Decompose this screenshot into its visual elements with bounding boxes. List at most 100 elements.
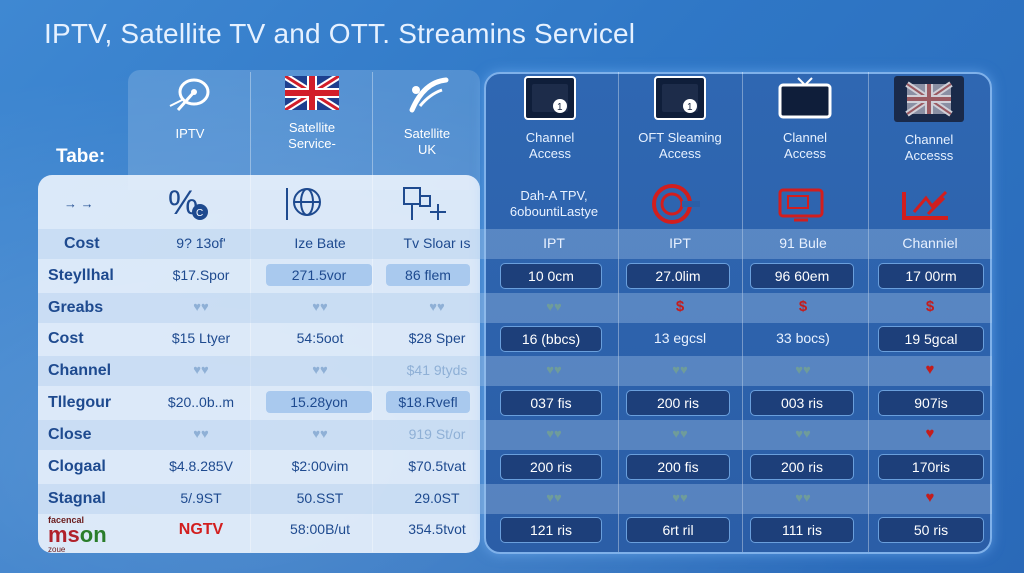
page-title: IPTV, Satellite TV and OTT. Streamins Se…	[44, 18, 636, 49]
tv-screen-icon: 1	[524, 76, 576, 120]
table-cell: Channiel	[902, 235, 958, 251]
heart-icon: ♥	[925, 361, 935, 378]
table-cell: 16 (bbcs)	[500, 326, 602, 352]
table-row: Channel ♥♥ ♥♥ $41 9tyds ♥♥ ♥♥ ♥♥ ♥	[38, 356, 992, 386]
table-cell: 170ris	[878, 454, 984, 480]
satellite-icon	[409, 77, 449, 113]
table-cell: 200 ris	[750, 454, 854, 480]
row-label: Clogaal	[48, 458, 106, 475]
table-row: Tllegour $20..0b..m 15.28yon $18.Rvefl 0…	[38, 388, 992, 418]
tv-icon	[778, 77, 832, 119]
dollar-icon: $	[798, 298, 808, 315]
table-cell: $4.8.285V	[169, 458, 233, 474]
column-header-satellite-service: Satellite Service-	[262, 76, 362, 152]
column-separator	[742, 72, 743, 552]
table-cell: 037 fis	[500, 390, 602, 416]
column-header-iptv: IPTV	[140, 76, 240, 142]
heart-icon: ♥♥	[312, 426, 328, 441]
svg-text:1: 1	[557, 102, 563, 113]
logo-bottom-text: zoue	[48, 545, 66, 554]
logo-main-text: mson	[48, 522, 107, 547]
table-cell: 54:5oot	[296, 330, 344, 346]
table-cell: 9? 13of'	[176, 235, 226, 251]
table-cell: 33 bocs)	[776, 330, 830, 346]
row-label: Cost	[48, 330, 84, 347]
table-cell: 29.0ST	[414, 490, 460, 506]
heart-icon: ♥♥	[672, 490, 688, 505]
table-cell: IPT	[669, 235, 691, 251]
column-header-label: Clannel Access	[782, 130, 828, 161]
table-cell: 91 Bule	[779, 235, 827, 251]
column-separator	[868, 72, 869, 552]
heart-icon: ♥♥	[795, 426, 811, 441]
heart-icon: ♥♥	[672, 426, 688, 441]
table-cell: 50.SST	[296, 490, 344, 506]
table-cell: $20..0b..m	[167, 394, 235, 410]
logo-top-text: facencal	[48, 515, 85, 525]
column-header-label: IPTV	[175, 126, 205, 141]
table-cell: $2:00vim	[291, 458, 349, 474]
column-header-channel-access: 1 Channel Access	[494, 76, 606, 162]
icon-row-text: Dah-A TPV, 6obountiLastye	[509, 188, 599, 219]
dollar-icon: $	[675, 298, 685, 315]
heart-icon: ♥♥	[193, 299, 209, 314]
table-cell: 27.0lim	[626, 263, 730, 289]
column-header-satellite-uk: Satellite UK	[382, 76, 472, 158]
icon-row: → → % C Dah-A TPV, 6obountiLastye	[38, 182, 992, 228]
table-cell: $28 Sper	[408, 330, 466, 346]
row-label: Tllegour	[48, 394, 112, 411]
table-cell: 6rt ril	[626, 517, 730, 543]
heart-icon: ♥♥	[546, 490, 562, 505]
table-cell: 121 ris	[500, 517, 602, 543]
table-cell: Ize Bate	[294, 235, 346, 251]
table-cell: 354.5tvot	[408, 521, 466, 537]
dollar-icon: $	[925, 298, 935, 315]
table-row: NGTV 58:00B/ut 354.5tvot 121 ris 6rt ril…	[38, 515, 992, 545]
table-cell: 200 ris	[626, 390, 730, 416]
table-cell: $41 9tyds	[406, 362, 468, 378]
table-cell: 5/.9ST	[180, 490, 222, 506]
heart-icon: ♥♥	[312, 362, 328, 377]
uk-flag-icon	[285, 76, 339, 110]
heart-icon: ♥♥	[795, 490, 811, 505]
column-header-label: Channel Access	[525, 130, 575, 161]
heart-icon: ♥♥	[429, 299, 445, 314]
row-label: Greabs	[48, 299, 104, 316]
table-cell: 10 0cm	[500, 263, 602, 289]
heart-icon: ♥♥	[312, 299, 328, 314]
table-cell: 919 St/or	[408, 426, 466, 442]
left-table-panel	[38, 175, 480, 553]
table-cell: 13 egcsl	[653, 330, 707, 346]
row-label: Channel	[48, 362, 112, 379]
signal-icon	[902, 190, 948, 220]
monitor-icon	[778, 188, 824, 222]
column-header-label: Satellite Service-	[288, 120, 336, 151]
table-row: Stagnal 5/.9ST 50.SST 29.0ST ♥♥ ♥♥ ♥♥ ♥	[38, 484, 992, 514]
heart-icon: ♥♥	[546, 426, 562, 441]
table-cell: 111 ris	[750, 517, 854, 543]
svg-text:1: 1	[687, 102, 693, 113]
column-header-label: Satellite UK	[403, 126, 451, 157]
table-cell: 58:00B/ut	[290, 521, 350, 537]
table-cell: 96 60em	[750, 263, 854, 289]
table-cell: 86 flem	[386, 264, 470, 286]
heart-icon: ♥♥	[193, 362, 209, 377]
table-cell: 17 00rm	[878, 263, 984, 289]
column-separator	[618, 72, 619, 552]
column-header-ott-access: 1 OFT Sleaming Access	[622, 76, 738, 162]
table-cell: $70.5tvat	[408, 458, 466, 474]
column-header-label: OFT Sleaming Access	[638, 130, 722, 161]
network-icon	[403, 187, 446, 220]
table-cell: NGTV	[178, 521, 224, 538]
table-cell: $15 Ltyer	[171, 330, 231, 346]
c-logo-icon	[652, 184, 700, 224]
column-separator	[250, 72, 251, 552]
brand-logo: facencal mson zoue	[48, 515, 118, 554]
heart-icon: ♥♥	[672, 362, 688, 377]
table-row: Cost $15 Ltyer 54:5oot $28 Sper 16 (bbcs…	[38, 324, 992, 354]
table-cell: 271.5vor	[266, 264, 372, 286]
table-cell: IPT	[543, 235, 565, 251]
satellite-dish-icon	[169, 78, 210, 111]
table-label: Tabe:	[56, 146, 106, 167]
table-row: Clogaal $4.8.285V $2:00vim $70.5tvat 200…	[38, 452, 992, 482]
